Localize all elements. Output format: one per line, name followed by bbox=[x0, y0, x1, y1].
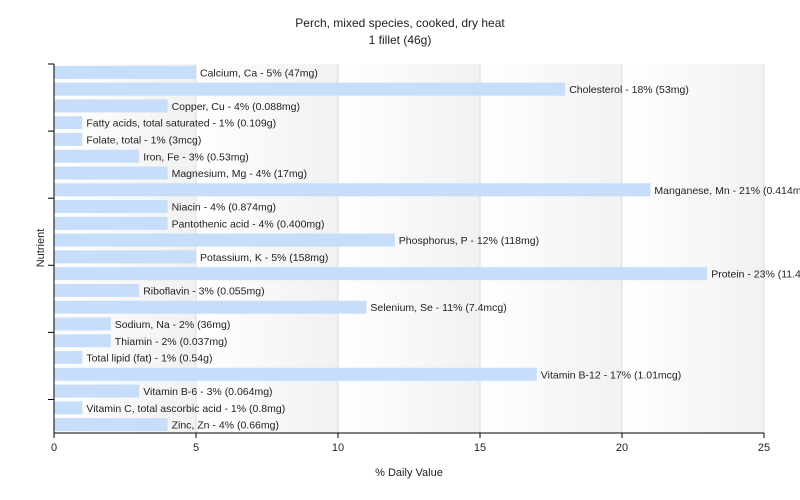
x-tick-label: 0 bbox=[51, 442, 57, 454]
bar-label: Sodium, Na - 2% (36mg) bbox=[115, 319, 231, 331]
x-tick-label: 20 bbox=[616, 442, 628, 454]
chart-subtitle: 1 fillet (46g) bbox=[369, 33, 432, 47]
bar-label: Thiamin - 2% (0.037mg) bbox=[115, 336, 228, 348]
bar-label: Manganese, Mn - 21% (0.414mg) bbox=[654, 185, 800, 197]
bar-label: Cholesterol - 18% (53mg) bbox=[569, 84, 689, 96]
bar bbox=[54, 317, 111, 331]
x-tick-label: 15 bbox=[474, 442, 486, 454]
bar-label: Folate, total - 1% (3mcg) bbox=[86, 134, 201, 146]
bar bbox=[54, 99, 168, 113]
bar bbox=[54, 149, 140, 163]
bar bbox=[54, 418, 168, 432]
bar-label: Fatty acids, total saturated - 1% (0.109… bbox=[86, 118, 276, 130]
bar-label: Vitamin B-12 - 17% (1.01mcg) bbox=[541, 369, 681, 381]
bar bbox=[54, 200, 168, 214]
bar bbox=[54, 401, 83, 415]
bar-label: Niacin - 4% (0.874mg) bbox=[172, 202, 276, 214]
bar-label: Total lipid (fat) - 1% (0.54g) bbox=[86, 353, 212, 365]
bar bbox=[54, 132, 83, 146]
bar-label: Phosphorus, P - 12% (118mg) bbox=[399, 235, 539, 247]
bar-label: Magnesium, Mg - 4% (17mg) bbox=[172, 168, 307, 180]
bar-label: Riboflavin - 3% (0.055mg) bbox=[143, 285, 264, 297]
bar-label: Vitamin B-6 - 3% (0.064mg) bbox=[143, 386, 272, 398]
bar bbox=[54, 216, 168, 230]
bar-label: Pantothenic acid - 4% (0.400mg) bbox=[172, 218, 325, 230]
bar-label: Vitamin C, total ascorbic acid - 1% (0.8… bbox=[86, 403, 285, 415]
bar bbox=[54, 166, 168, 180]
bar-label: Potassium, K - 5% (158mg) bbox=[200, 252, 328, 264]
bar-label: Zinc, Zn - 4% (0.66mg) bbox=[172, 420, 279, 432]
bar bbox=[54, 250, 196, 264]
bar-label: Protein - 23% (11.44g) bbox=[711, 269, 800, 281]
bar-label: Selenium, Se - 11% (7.4mcg) bbox=[370, 302, 506, 314]
bar bbox=[54, 116, 83, 130]
bar bbox=[54, 233, 395, 247]
bar-label: Calcium, Ca - 5% (47mg) bbox=[200, 67, 318, 79]
bar-label: Iron, Fe - 3% (0.53mg) bbox=[143, 151, 249, 163]
bar bbox=[54, 351, 83, 365]
bar bbox=[54, 283, 140, 297]
x-tick-label: 10 bbox=[332, 442, 344, 454]
bar bbox=[54, 183, 651, 197]
bar bbox=[54, 65, 196, 79]
chart-title: Perch, mixed species, cooked, dry heat bbox=[295, 16, 505, 30]
bar bbox=[54, 82, 566, 96]
x-tick-label: 5 bbox=[193, 442, 199, 454]
bar bbox=[54, 384, 140, 398]
bar bbox=[54, 367, 537, 381]
x-axis-label: % Daily Value bbox=[375, 467, 443, 479]
x-tick-label: 25 bbox=[758, 442, 770, 454]
bar bbox=[54, 334, 111, 348]
bar-label: Copper, Cu - 4% (0.088mg) bbox=[172, 101, 300, 113]
bar bbox=[54, 267, 708, 281]
plot-background-band bbox=[622, 64, 764, 433]
y-axis-label: Nutrient bbox=[35, 229, 47, 268]
bar bbox=[54, 300, 367, 314]
